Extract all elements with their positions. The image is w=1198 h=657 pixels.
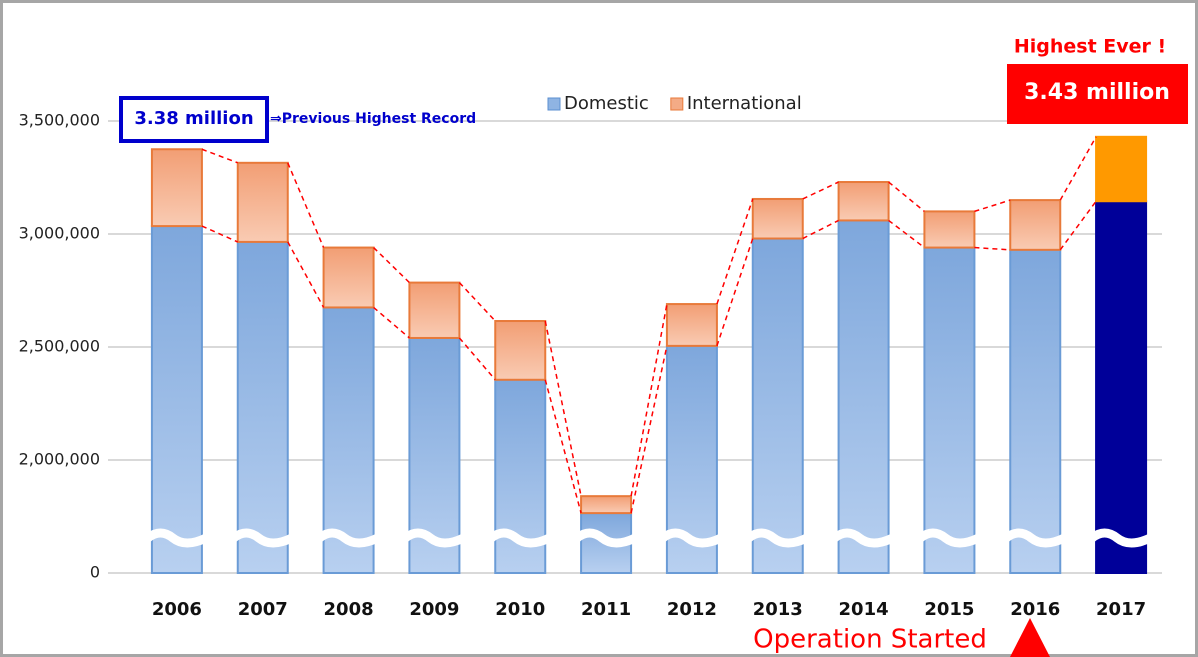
trend-line	[802, 219, 839, 240]
trend-line	[888, 181, 925, 212]
x-tick-label: 2007	[238, 599, 288, 620]
x-tick-label: 2010	[495, 599, 545, 620]
x-tick-label: 2013	[753, 599, 803, 620]
trend-line	[287, 162, 325, 248]
trend-line	[1059, 200, 1097, 251]
highest-note: Highest Ever !	[1014, 36, 1166, 58]
trend-line	[458, 337, 496, 381]
trend-line	[888, 219, 925, 249]
bar-segment	[1009, 199, 1062, 251]
axis-break	[1003, 528, 1067, 548]
trend-line	[373, 306, 410, 339]
x-tick-label: 2008	[324, 599, 374, 620]
bar-segment	[236, 240, 289, 574]
x-tick-label: 2006	[152, 599, 202, 620]
axis-break	[1089, 528, 1153, 548]
x-tick-label: 2011	[581, 599, 631, 620]
previous-box	[119, 96, 269, 143]
bar-segment	[322, 246, 375, 309]
bar-segment	[751, 197, 804, 240]
y-tick-label: 2,000,000	[19, 450, 100, 469]
x-tick-label: 2014	[839, 599, 889, 620]
x-tick-label: 2016	[1010, 599, 1060, 620]
bar-segment	[1009, 248, 1062, 574]
y-tick-label: 2,500,000	[19, 337, 100, 356]
bar-segment	[923, 246, 976, 574]
axis-break	[917, 528, 981, 548]
axis-break	[660, 528, 723, 548]
trend-line	[716, 198, 754, 305]
trend-line	[201, 225, 239, 243]
highest-value: 3.43 million	[1024, 80, 1170, 105]
axis-break	[145, 528, 208, 548]
y-tick-label: 0	[90, 563, 100, 582]
bar-segment	[665, 303, 718, 347]
previous-value: 3.38 million	[134, 108, 253, 129]
trend-line	[630, 303, 668, 497]
axis-break	[488, 528, 552, 548]
highest-box	[1007, 64, 1188, 124]
axis-break	[230, 528, 294, 548]
bar-segment	[837, 181, 890, 222]
axis-break	[316, 528, 380, 548]
legend-label: Domestic	[564, 93, 649, 114]
bar-segment	[1095, 135, 1148, 203]
x-tick-label: 2015	[924, 599, 974, 620]
axis-break	[402, 528, 466, 548]
legend-swatch	[670, 97, 684, 111]
trend-line	[974, 246, 1011, 251]
trend-line	[716, 238, 754, 347]
operation-note: Operation Started	[753, 625, 987, 655]
bar-segment	[751, 237, 804, 575]
previous-note: ⇒Previous Highest Record	[270, 111, 476, 127]
bar-segment	[837, 219, 890, 574]
legend-label: International	[687, 93, 802, 114]
x-tick-label: 2017	[1096, 599, 1146, 620]
legend-swatch	[547, 97, 561, 111]
axis-break	[745, 528, 809, 548]
trend-line	[630, 345, 668, 514]
trend-line	[287, 241, 325, 308]
bar-segment	[236, 161, 289, 243]
bar-segment	[150, 225, 203, 574]
axis-break	[831, 528, 895, 548]
bar-segment	[1095, 200, 1148, 574]
trend-line	[802, 181, 839, 200]
y-tick-label: 3,000,000	[19, 224, 100, 243]
trend-line	[1059, 136, 1097, 201]
trend-line	[544, 320, 582, 497]
axis-break	[574, 528, 638, 548]
x-tick-label: 2012	[667, 599, 717, 620]
bar-segment	[408, 281, 461, 339]
operation-marker	[1010, 618, 1050, 657]
bar-segment	[150, 148, 203, 228]
bar-segment	[580, 495, 633, 515]
trend-line	[974, 199, 1011, 213]
x-tick-label: 2009	[409, 599, 459, 620]
trend-line	[201, 148, 239, 164]
bar-segment	[494, 320, 547, 381]
bar-segment	[923, 210, 976, 249]
y-tick-label: 3,500,000	[19, 111, 100, 130]
